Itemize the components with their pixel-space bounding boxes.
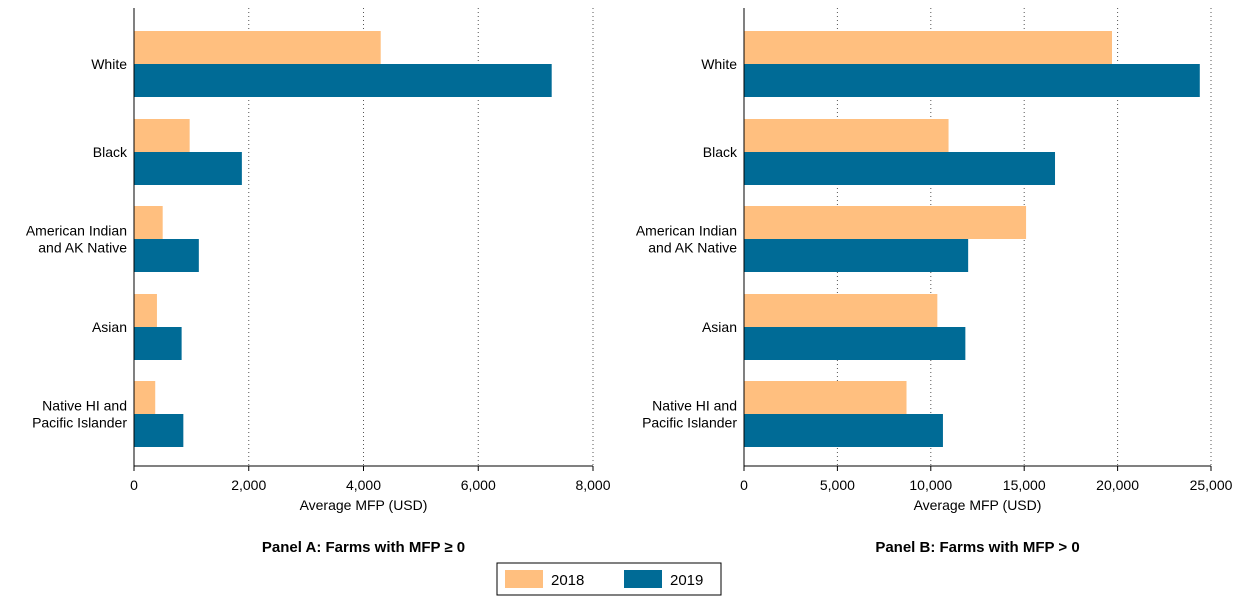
panel-b-bar-white-2018	[744, 31, 1112, 64]
legend: 2018 2019	[496, 562, 722, 596]
panel-a-category-label: Native HI and Pacific Islander	[32, 398, 127, 431]
legend-label-2018: 2018	[551, 572, 584, 589]
panel-b-x-tick-label: 5,000	[820, 477, 855, 493]
panel-b-category-label: White	[701, 56, 737, 72]
panel-a-category-label: White	[91, 56, 127, 72]
panel-b-x-tick-label: 10,000	[909, 477, 952, 493]
panel-b-x-tick-label: 25,000	[1190, 477, 1233, 493]
panel-a-bar-asian-2019	[134, 327, 182, 360]
legend-swatch-2019	[624, 570, 662, 588]
panel-b-bar-american-indian-and-ak-native-2019	[744, 239, 969, 272]
panel-a-bar-black-2018	[134, 119, 190, 152]
panel-a-x-tick-label: 0	[130, 477, 138, 493]
panel-b-bar-asian-2019	[744, 327, 966, 360]
panel-a-bar-white-2019	[134, 64, 552, 97]
legend-label-2019: 2019	[670, 572, 703, 589]
panel-a-bar-native-hi-and-pacific-islander-2019	[134, 414, 184, 447]
panel-b-bar-black-2019	[744, 152, 1056, 185]
panel-b-x-tick-label: 20,000	[1096, 477, 1139, 493]
panel-b-bar-black-2018	[744, 119, 949, 152]
panel-b: White Black American Indian and AK Native As…	[636, 8, 1233, 556]
panel-a-x-axis-label: Average MFP (USD)	[300, 497, 428, 513]
panel-a-bar-american-indian-and-ak-native-2019	[134, 239, 199, 272]
panel-a: White Black American Indian and AK Native As…	[26, 8, 611, 556]
panel-b-x-tick-label: 0	[740, 477, 748, 493]
panel-a-title: Panel A: Farms with MFP ≥ 0	[262, 539, 465, 556]
panel-a-bar-native-hi-and-pacific-islander-2018	[134, 381, 156, 414]
panel-a-category-label: Asian	[92, 319, 127, 335]
panel-a-x-tick-label: 2,000	[231, 477, 266, 493]
panel-b-bar-white-2019	[744, 64, 1200, 97]
panel-a-x-tick-label: 4,000	[346, 477, 381, 493]
panel-b-category-label: Native HI and Pacific Islander	[642, 398, 737, 431]
panel-b-bar-asian-2018	[744, 294, 938, 327]
panel-b-title: Panel B: Farms with MFP > 0	[875, 539, 1079, 556]
panel-a-bar-black-2019	[134, 152, 242, 185]
panel-b-category-label: Asian	[702, 319, 737, 335]
panel-a-x-tick-label: 8,000	[575, 477, 610, 493]
panel-b-x-axis-label: Average MFP (USD)	[914, 497, 1042, 513]
panel-b-category-label: American Indian and AK Native	[636, 223, 737, 256]
panel-a-category-label: Black	[93, 144, 128, 160]
panel-b-category-label: Black	[703, 144, 738, 160]
panel-a-bar-white-2018	[134, 31, 381, 64]
panel-b-bar-native-hi-and-pacific-islander-2018	[744, 381, 907, 414]
panel-a-category-label: American Indian and AK Native	[26, 223, 127, 256]
panel-b-bar-native-hi-and-pacific-islander-2019	[744, 414, 943, 447]
panel-b-x-tick-label: 15,000	[1003, 477, 1046, 493]
panel-a-bar-asian-2018	[134, 294, 157, 327]
panel-a-x-tick-label: 6,000	[461, 477, 496, 493]
panel-b-bar-american-indian-and-ak-native-2018	[744, 206, 1027, 239]
panel-a-bar-american-indian-and-ak-native-2018	[134, 206, 163, 239]
legend-swatch-2018	[505, 570, 543, 588]
